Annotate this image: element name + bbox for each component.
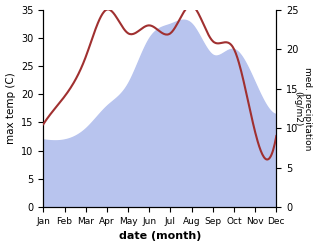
Y-axis label: max temp (C): max temp (C) <box>5 72 16 144</box>
Y-axis label: med. precipitation
(kg/m2): med. precipitation (kg/m2) <box>293 67 313 150</box>
X-axis label: date (month): date (month) <box>119 231 201 242</box>
